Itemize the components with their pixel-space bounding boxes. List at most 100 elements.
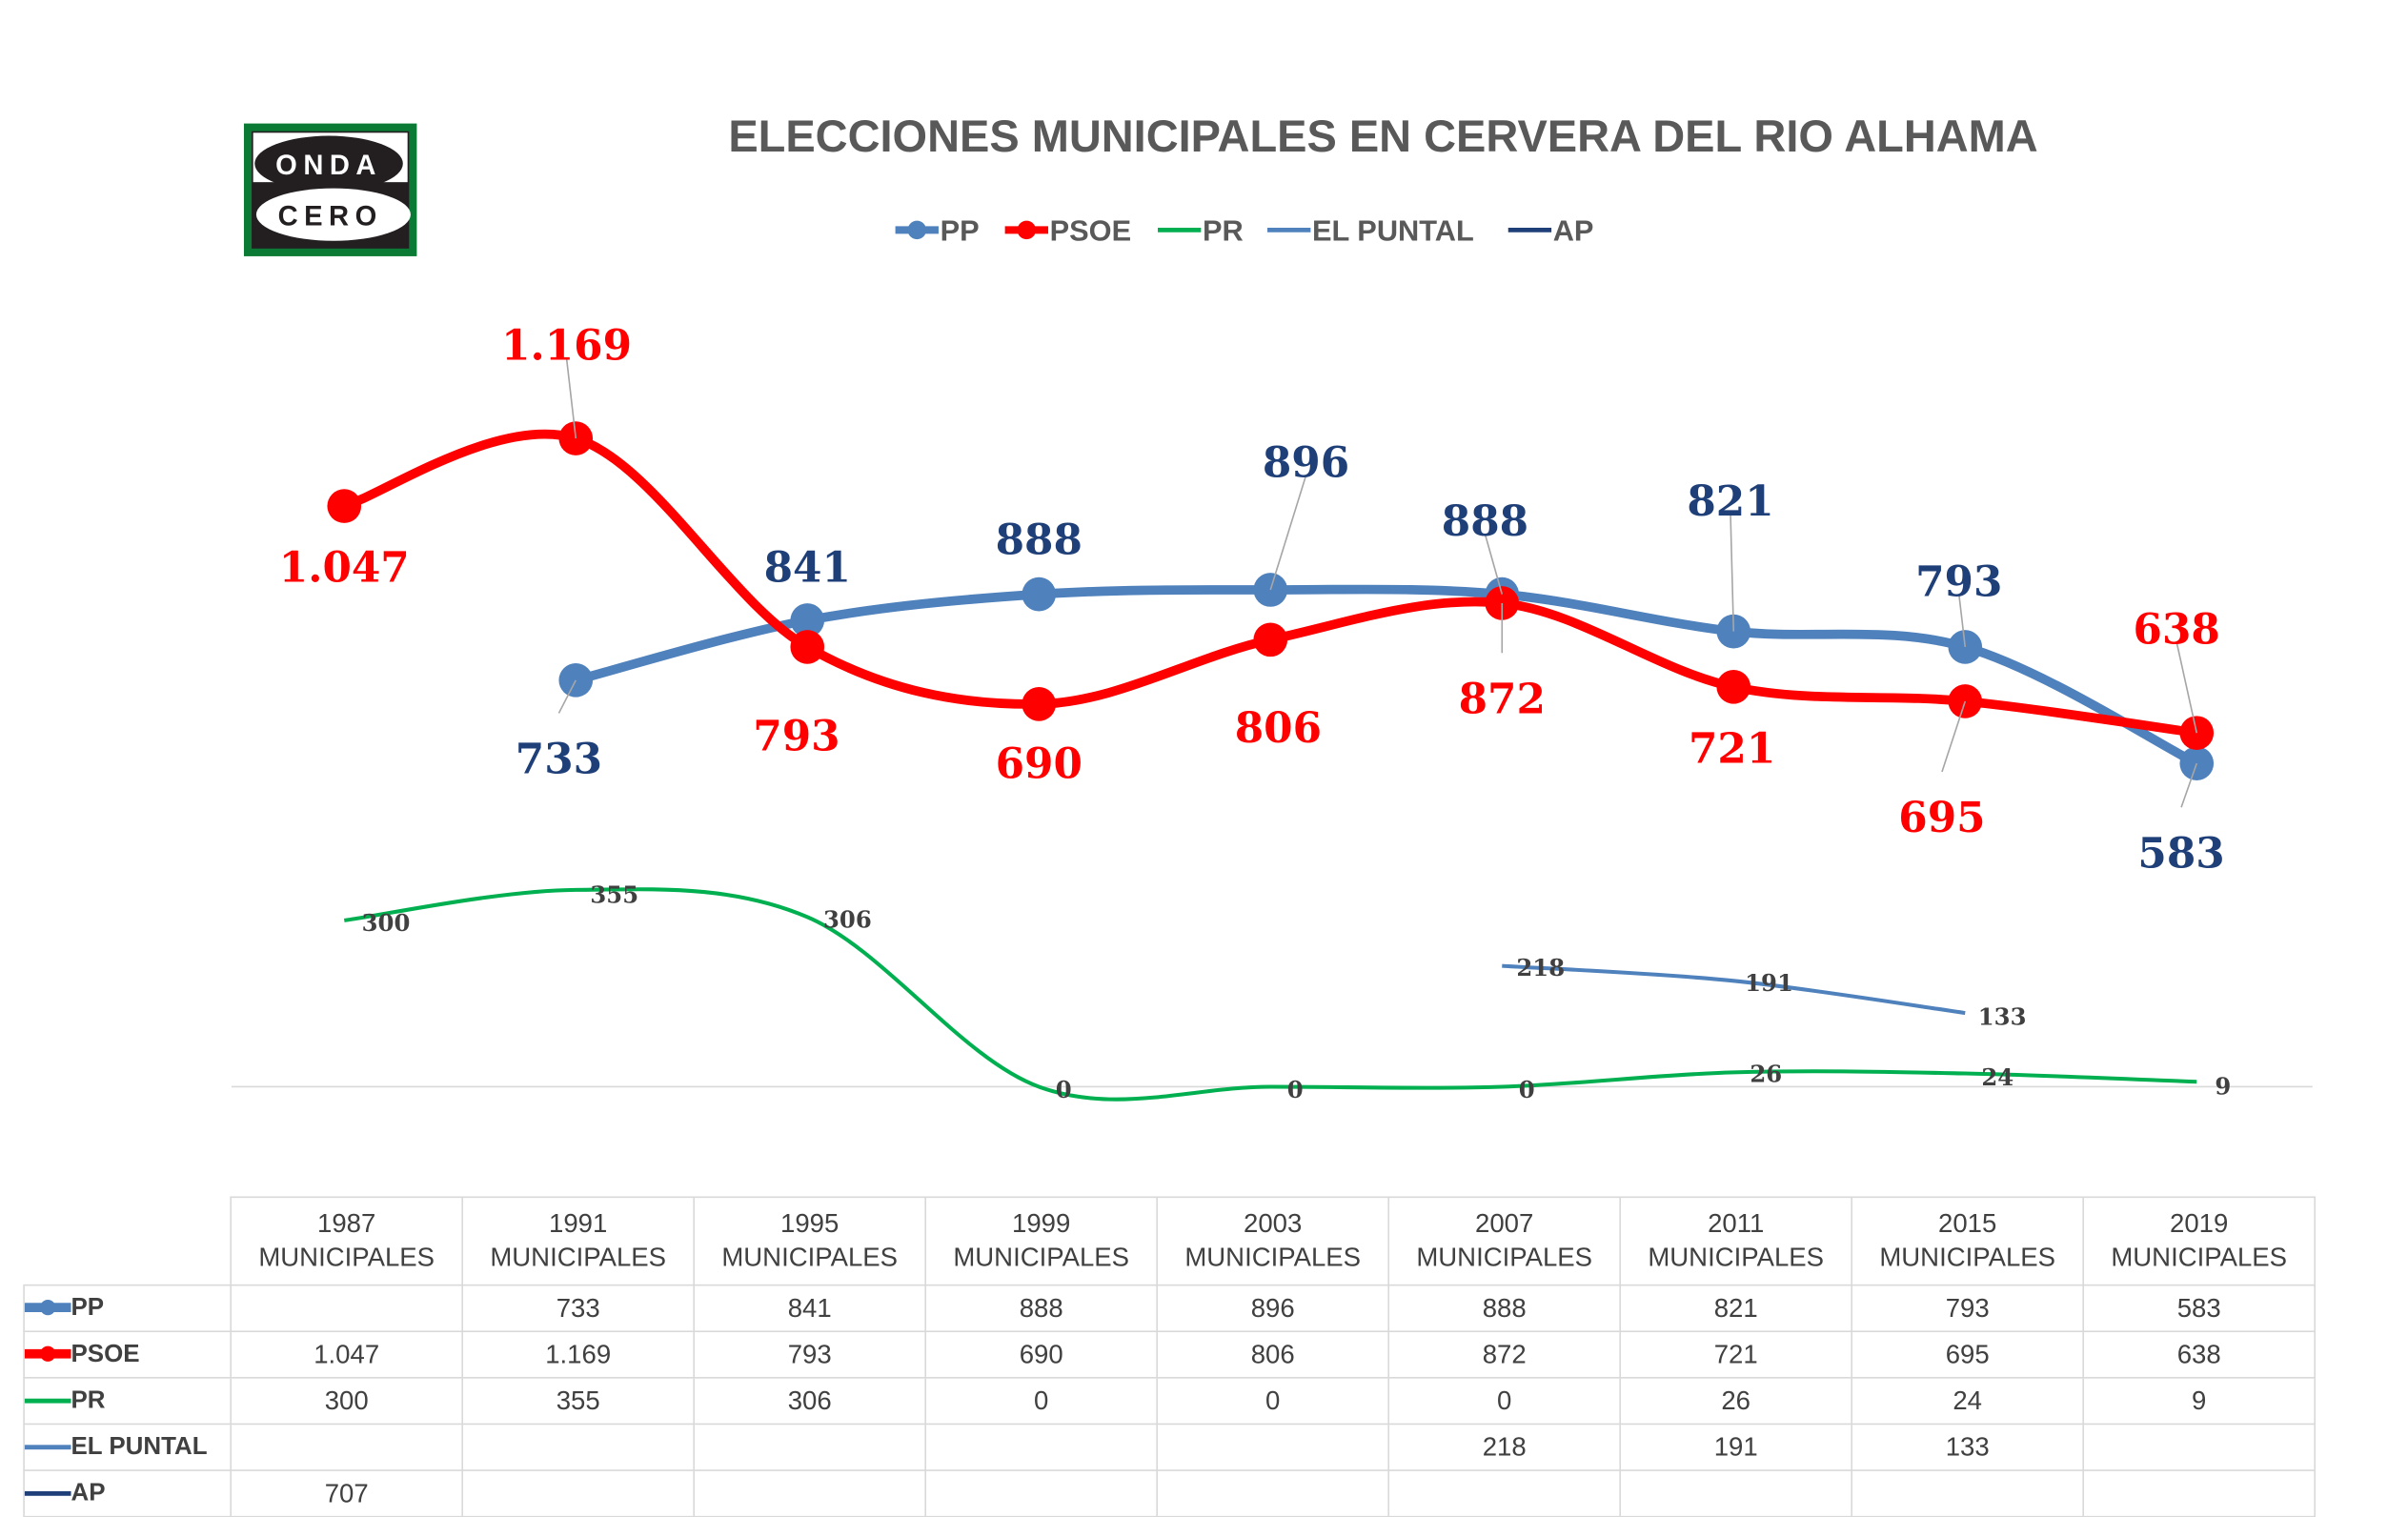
- table-cell: 690: [925, 1331, 1157, 1378]
- table-cell: 0: [1388, 1378, 1620, 1425]
- legend-item-psoe: PSOE: [1005, 214, 1131, 248]
- legend-label: AP: [1553, 214, 1594, 248]
- header-sub: MUNICIPALES: [926, 1241, 1156, 1275]
- data-point-pp: [1022, 577, 1056, 612]
- data-point-psoe: [1022, 687, 1056, 721]
- table-cell: 306: [694, 1378, 925, 1425]
- table-cell: [1852, 1470, 2083, 1517]
- data-label-pp: 793: [1915, 557, 2002, 606]
- data-label-pp: 888: [1442, 497, 1528, 546]
- series-name: EL PUNTAL: [71, 1433, 208, 1460]
- table-cell: [1620, 1470, 1852, 1517]
- onda-cero-logo: ONDA CERO: [244, 124, 416, 256]
- data-label-psoe: 806: [1235, 704, 1322, 753]
- table-cell: [462, 1424, 694, 1470]
- header-year: 2015: [1852, 1207, 2082, 1242]
- table-cell: 793: [1852, 1285, 2083, 1332]
- data-label-pr: 300: [362, 909, 411, 937]
- table-cell: [1388, 1470, 1620, 1517]
- data-label-el-puntal: 133: [1978, 1003, 2027, 1031]
- table-cell: 695: [1852, 1331, 2083, 1378]
- header-year: 1999: [926, 1207, 1156, 1242]
- leader-line: [1730, 514, 1733, 631]
- table-cell: [2083, 1424, 2315, 1470]
- series-line-el-puntal: [1502, 966, 1965, 1013]
- legend-marker-icon: [908, 221, 926, 239]
- header-sub: MUNICIPALES: [1621, 1241, 1851, 1275]
- header-year: 1991: [463, 1207, 693, 1242]
- data-label-pr: 0: [1519, 1076, 1535, 1103]
- legend-label: EL PUNTAL: [1312, 214, 1474, 248]
- header-sub: MUNICIPALES: [232, 1241, 461, 1275]
- legend-item-pr: PR: [1158, 214, 1244, 248]
- table-cell: 1.169: [462, 1331, 694, 1378]
- series-name: PSOE: [71, 1341, 140, 1367]
- data-label-el-puntal: 218: [1516, 954, 1565, 981]
- table-cell: [231, 1424, 462, 1470]
- logo-text-cero: CERO: [278, 202, 383, 233]
- data-label-pp: 888: [996, 516, 1083, 565]
- leader-line: [1270, 475, 1305, 590]
- data-label-pr: 24: [1981, 1063, 2013, 1091]
- logo-text-onda: ONDA: [275, 151, 382, 181]
- table-cell: 583: [2083, 1285, 2315, 1332]
- header-sub: MUNICIPALES: [695, 1241, 924, 1275]
- table-cell: 0: [925, 1378, 1157, 1425]
- table-cell: 896: [1157, 1285, 1388, 1332]
- data-point-psoe: [790, 630, 824, 664]
- table-cell: 707: [231, 1470, 462, 1517]
- header-sub: MUNICIPALES: [1158, 1241, 1387, 1275]
- row-label: PR: [24, 1378, 231, 1425]
- data-label-psoe: 721: [1689, 724, 1775, 773]
- header-year: 2003: [1158, 1207, 1387, 1242]
- legend-item-el-puntal: EL PUNTAL: [1267, 214, 1474, 248]
- header-sub: MUNICIPALES: [2084, 1241, 2314, 1275]
- table-cell: 793: [694, 1331, 925, 1378]
- series-line-pr: [344, 889, 2196, 1099]
- data-point-psoe: [1948, 684, 1982, 718]
- row-label: PSOE: [24, 1331, 231, 1378]
- data-label-psoe: 695: [1898, 794, 1985, 842]
- row-label: AP: [24, 1470, 231, 1517]
- header-sub: MUNICIPALES: [1852, 1241, 2082, 1275]
- legend: PP PSOE PR EL PUNTAL AP: [896, 214, 1594, 248]
- data-label-psoe: 1.047: [279, 544, 410, 593]
- row-label: EL PUNTAL: [24, 1424, 231, 1470]
- table-cell: 133: [1852, 1424, 2083, 1470]
- series-key-icon: [25, 1391, 71, 1409]
- table-cell: 872: [1388, 1331, 1620, 1378]
- table-cell: [462, 1470, 694, 1517]
- table-cell: 24: [1852, 1378, 2083, 1425]
- data-label-el-puntal: 191: [1745, 969, 1793, 997]
- table-cell: 733: [462, 1285, 694, 1332]
- legend-label: PP: [941, 214, 980, 248]
- legend-marker-icon: [1018, 221, 1036, 239]
- table-cell: [1157, 1470, 1388, 1517]
- table-cell: 26: [1620, 1378, 1852, 1425]
- legend-label: PSOE: [1050, 214, 1132, 248]
- data-label-pr: 306: [823, 906, 872, 934]
- table-cell: 721: [1620, 1331, 1852, 1378]
- data-label-pr: 0: [1287, 1076, 1304, 1103]
- header-year: 1995: [695, 1207, 924, 1242]
- data-point-psoe: [327, 489, 361, 523]
- row-label: PP: [24, 1285, 231, 1332]
- data-label-pr: 26: [1750, 1061, 1782, 1088]
- table-cell: [694, 1424, 925, 1470]
- table-cell: 821: [1620, 1285, 1852, 1332]
- legend-item-pp: PP: [896, 214, 980, 248]
- legend-label: PR: [1203, 214, 1244, 248]
- chart: ONDA CERO ELECCIONES MUNICIPALES EN CERV…: [0, 0, 2408, 1198]
